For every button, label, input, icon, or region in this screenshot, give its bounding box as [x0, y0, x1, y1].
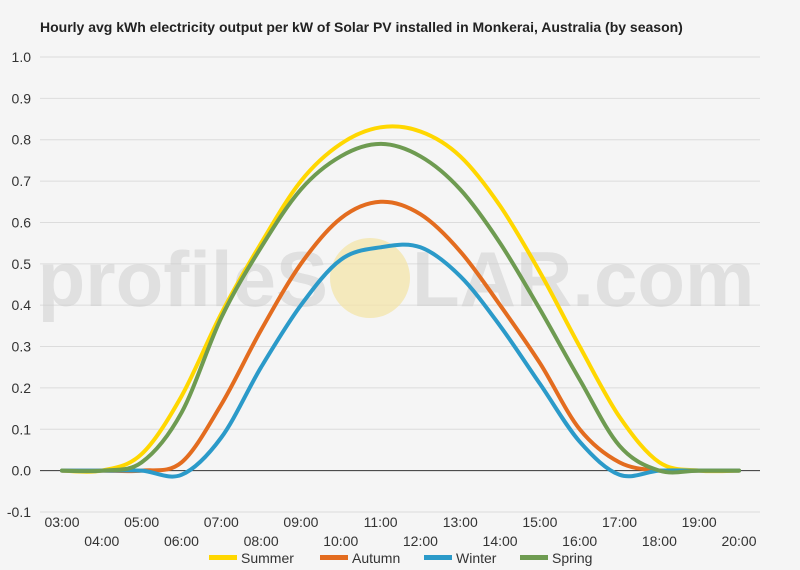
legend-label-spring: Spring	[552, 550, 592, 566]
x-tick-label: 03:00	[44, 514, 79, 530]
y-tick-label: -0.1	[7, 504, 31, 520]
x-tick-label: 20:00	[721, 533, 756, 549]
y-tick-label: 0.0	[12, 463, 32, 479]
legend-swatch-autumn	[320, 555, 348, 560]
y-tick-label: 0.4	[12, 297, 32, 313]
y-tick-label: 1.0	[12, 49, 32, 65]
legend-label-summer: Summer	[241, 550, 294, 566]
chart-title: Hourly avg kWh electricity output per kW…	[40, 19, 683, 35]
series-lines	[60, 124, 741, 479]
y-tick-label: 0.3	[12, 339, 32, 355]
y-tick-label: 0.2	[12, 380, 32, 396]
watermark-text-right: LAR.com	[412, 235, 754, 323]
y-tick-label: 0.1	[12, 421, 32, 437]
series-line-summer	[60, 124, 741, 474]
legend-swatch-summer	[209, 555, 237, 560]
series-line-spring	[60, 141, 741, 475]
x-tick-label: 18:00	[642, 533, 677, 549]
axes: 1.0 0.9 0.8 0.7 0.6 0.5 0.4 0.3 0.2 0.1 0.0 -0.1 03:…	[7, 49, 760, 549]
grid-lines	[40, 56, 760, 513]
x-tick-label: 15:00	[522, 514, 557, 530]
series-line-winter	[60, 242, 741, 479]
x-tick-label: 07:00	[204, 514, 239, 530]
legend-swatch-winter	[424, 555, 452, 560]
watermark-sun-icon	[330, 238, 410, 318]
x-tick-label: 12:00	[403, 533, 438, 549]
x-tick-label: 17:00	[602, 514, 637, 530]
x-tick-label: 04:00	[84, 533, 119, 549]
legend-label-winter: Winter	[456, 550, 497, 566]
x-tick-label: 11:00	[364, 514, 398, 530]
x-tick-label: 19:00	[682, 514, 717, 530]
x-tick-label: 05:00	[124, 514, 159, 530]
y-tick-label: 0.7	[12, 173, 32, 189]
watermark-text-left: profileS	[38, 235, 328, 323]
y-tick-label: 0.5	[12, 256, 32, 272]
legend: Summer Autumn Winter Spring	[209, 550, 592, 566]
x-tick-label: 16:00	[562, 533, 597, 549]
legend-label-autumn: Autumn	[352, 550, 400, 566]
x-tick-label: 06:00	[164, 533, 199, 549]
x-tick-label: 09:00	[283, 514, 318, 530]
y-tick-label: 0.9	[12, 90, 32, 106]
y-tick-label: 0.6	[12, 214, 32, 230]
legend-swatch-spring	[520, 555, 548, 560]
series-line-autumn	[60, 199, 741, 474]
x-tick-label: 13:00	[443, 514, 478, 530]
y-tick-label: 0.8	[12, 132, 32, 148]
x-tick-label: 08:00	[244, 533, 279, 549]
x-tick-label: 14:00	[483, 533, 518, 549]
watermark: profileS LAR.com	[38, 235, 755, 323]
x-tick-label: 10:00	[323, 533, 358, 549]
